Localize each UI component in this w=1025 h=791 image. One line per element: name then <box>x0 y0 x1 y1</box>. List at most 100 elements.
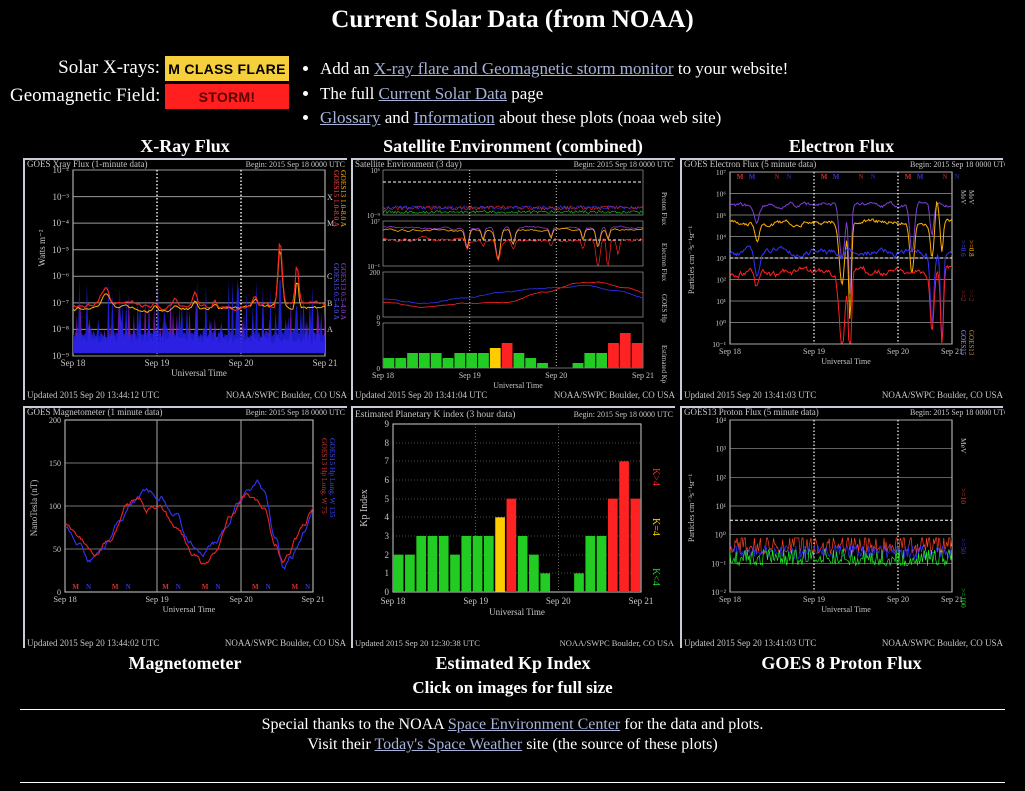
svg-text:Universal Time: Universal Time <box>489 607 545 617</box>
svg-text:Begin: 2015 Sep 18 0000 UTC: Begin: 2015 Sep 18 0000 UTC <box>246 160 345 169</box>
svg-text:Watts m⁻²: Watts m⁻² <box>37 229 47 266</box>
svg-text:Sep 19: Sep 19 <box>803 595 825 604</box>
svg-text:Universal Time: Universal Time <box>171 368 227 378</box>
svg-text:Sep 18: Sep 18 <box>372 371 394 380</box>
svg-text:MeV: MeV <box>959 438 968 454</box>
svg-text:NOAA/SWPC Boulder, CO USA: NOAA/SWPC Boulder, CO USA <box>226 390 348 400</box>
svg-text:Sep 20: Sep 20 <box>887 595 909 604</box>
svg-text:10⁻¹: 10⁻¹ <box>711 559 726 568</box>
svg-text:Sep 20: Sep 20 <box>546 596 571 606</box>
svg-text:Sep 21: Sep 21 <box>313 358 338 368</box>
svg-text:2: 2 <box>385 550 390 560</box>
svg-text:NOAA/SWPC Boulder, CO USA: NOAA/SWPC Boulder, CO USA <box>554 390 676 400</box>
svg-text:Sep 20: Sep 20 <box>229 594 252 604</box>
svg-text:10⁷: 10⁷ <box>371 218 381 226</box>
svg-text:K<4: K<4 <box>650 568 661 586</box>
svg-text:10¹: 10¹ <box>716 502 727 511</box>
svg-text:Begin: 2015 Sep 18 0000 UTC: Begin: 2015 Sep 18 0000 UTC <box>574 160 673 169</box>
svg-text:M: M <box>833 173 840 181</box>
svg-text:N: N <box>954 173 959 181</box>
svg-text:10⁻⁷: 10⁻⁷ <box>52 298 69 308</box>
svg-text:NOAA/SWPC Boulder, CO USA: NOAA/SWPC Boulder, CO USA <box>882 390 1004 400</box>
svg-text:Sep 20: Sep 20 <box>229 358 254 368</box>
svg-text:Sep 20: Sep 20 <box>545 371 567 380</box>
svg-text:10⁷: 10⁷ <box>716 168 727 177</box>
svg-text:N: N <box>215 583 220 591</box>
svg-text:NOAA/SWPC Boulder, CO USA: NOAA/SWPC Boulder, CO USA <box>882 638 1004 648</box>
svg-text:150: 150 <box>49 459 61 468</box>
svg-text:Updated 2015 Sep 20 13:44:02 U: Updated 2015 Sep 20 13:44:02 UTC <box>27 638 159 648</box>
svg-text:N: N <box>858 173 863 181</box>
svg-text:N: N <box>266 583 271 591</box>
svg-text:10⁻⁵: 10⁻⁵ <box>52 245 69 255</box>
svg-text:Sep 18: Sep 18 <box>53 594 76 604</box>
svg-text:10⁶: 10⁶ <box>371 167 381 175</box>
svg-text:10¹: 10¹ <box>716 297 726 306</box>
svg-text:Sep 19: Sep 19 <box>803 347 825 356</box>
svg-text:GOES13: GOES13 <box>967 330 975 356</box>
svg-text:Sep 20: Sep 20 <box>887 347 909 356</box>
svg-text:Sep 19: Sep 19 <box>145 594 168 604</box>
svg-text:Particles cm⁻³s⁻¹sr⁻¹: Particles cm⁻³s⁻¹sr⁻¹ <box>687 225 696 294</box>
svg-text:10⁻⁶: 10⁻⁶ <box>52 271 69 281</box>
svg-text:Electron Flux: Electron Flux <box>660 243 668 282</box>
svg-text:M: M <box>737 173 744 181</box>
svg-text:10⁰: 10⁰ <box>715 531 726 540</box>
svg-text:10³: 10³ <box>716 445 727 454</box>
svg-text:Estimated Planetary K index (3: Estimated Planetary K index (3 hour data… <box>355 409 515 420</box>
svg-text:Sep 19: Sep 19 <box>459 371 481 380</box>
svg-text:K=4: K=4 <box>650 518 661 536</box>
svg-text:N: N <box>176 583 181 591</box>
svg-text:10⁻⁸: 10⁻⁸ <box>52 324 69 334</box>
svg-text:100: 100 <box>49 502 61 511</box>
svg-text:>=2: >=2 <box>967 290 975 302</box>
svg-text:1: 1 <box>385 568 390 578</box>
svg-text:200: 200 <box>49 416 61 425</box>
svg-text:Begin: 2015 Sep 18 0000 UTC: Begin: 2015 Sep 18 0000 UTC <box>910 160 1005 169</box>
svg-text:Begin: 2015 Sep 18 0000 UTC: Begin: 2015 Sep 18 0000 UTC <box>574 410 673 419</box>
svg-text:K>4: K>4 <box>650 468 661 486</box>
svg-text:M: M <box>821 173 828 181</box>
svg-text:M: M <box>252 583 259 591</box>
svg-text:10²: 10² <box>716 473 727 482</box>
svg-text:10³: 10³ <box>716 254 727 263</box>
svg-text:N: N <box>786 173 791 181</box>
svg-text:10⁶: 10⁶ <box>716 190 727 199</box>
svg-text:Sep 18: Sep 18 <box>719 595 741 604</box>
svg-text:GOES13 1.0-8.0 A: GOES13 1.0-8.0 A <box>339 170 348 228</box>
svg-text:>=2: >=2 <box>959 290 967 302</box>
svg-text:M: M <box>202 583 209 591</box>
svg-text:GOES Hp: GOES Hp <box>660 294 668 323</box>
svg-text:10⁴: 10⁴ <box>716 233 727 242</box>
svg-text:GOES13 0.5-4.0 A: GOES13 0.5-4.0 A <box>339 263 348 321</box>
svg-text:7: 7 <box>385 456 390 466</box>
svg-text:N: N <box>942 173 947 181</box>
svg-text:GOES13 Proton Flux (5 minute d: GOES13 Proton Flux (5 minute data) <box>684 408 819 417</box>
svg-text:Kp Index: Kp Index <box>359 489 370 527</box>
svg-text:GOES Electron Flux (5 minute d: GOES Electron Flux (5 minute data) <box>684 160 816 169</box>
svg-text:Sep 18: Sep 18 <box>61 358 86 368</box>
svg-text:A: A <box>327 325 333 334</box>
svg-text:N: N <box>870 173 875 181</box>
svg-text:MeV: MeV <box>959 190 967 204</box>
svg-text:Updated 2015 Sep 20 13:41:04 U: Updated 2015 Sep 20 13:41:04 UTC <box>355 390 487 400</box>
svg-text:Updated 2015 Sep 20 13:41:03 U: Updated 2015 Sep 20 13:41:03 UTC <box>684 638 816 648</box>
svg-text:N: N <box>305 583 310 591</box>
svg-text:Sep 21: Sep 21 <box>301 594 324 604</box>
svg-text:4: 4 <box>385 512 390 522</box>
svg-text:5: 5 <box>385 494 390 504</box>
svg-text:>=0.8: >=0.8 <box>967 240 975 257</box>
svg-text:10⁵: 10⁵ <box>716 211 727 220</box>
svg-text:>=50: >=50 <box>959 538 968 554</box>
svg-text:Particles cm⁻³s⁻¹sr⁻¹: Particles cm⁻³s⁻¹sr⁻¹ <box>687 473 696 542</box>
svg-text:N: N <box>774 173 779 181</box>
svg-text:Universal Time: Universal Time <box>493 381 543 390</box>
svg-text:Sep 19: Sep 19 <box>145 358 170 368</box>
svg-text:M: M <box>112 583 119 591</box>
svg-text:10⁻⁴: 10⁻⁴ <box>52 218 69 228</box>
svg-text:10⁰: 10⁰ <box>715 319 726 328</box>
svg-text:Sep 18: Sep 18 <box>719 347 741 356</box>
svg-text:>=10: >=10 <box>959 488 968 504</box>
svg-text:8: 8 <box>385 438 390 448</box>
svg-text:N: N <box>86 583 91 591</box>
